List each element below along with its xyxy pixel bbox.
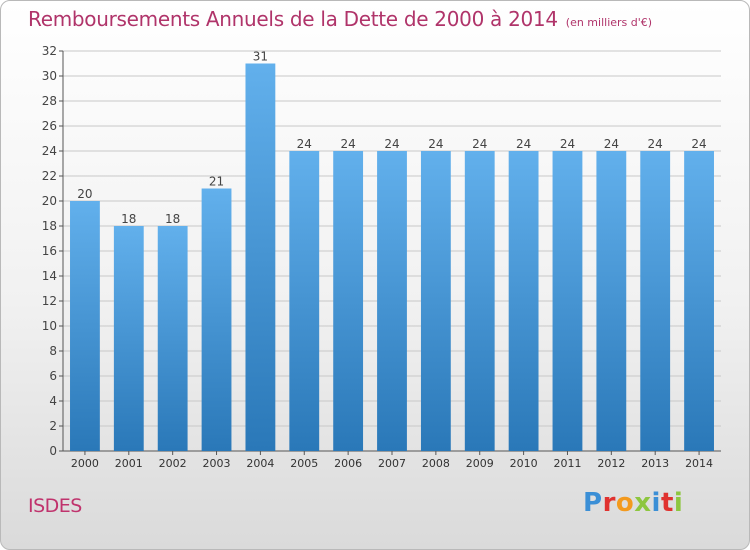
x-tick-label: 2006 [334, 457, 362, 470]
data-label: 18 [165, 212, 180, 226]
bar [596, 151, 627, 451]
chart-unit: (en milliers d'€) [565, 16, 653, 29]
x-tick-label: 2005 [290, 457, 318, 470]
y-tick-label: 2 [49, 419, 57, 433]
bar [377, 151, 407, 451]
bar [70, 201, 100, 451]
y-tick-label: 16 [42, 244, 57, 258]
bar [289, 151, 320, 451]
bar [420, 151, 451, 451]
x-tick-label: 2007 [378, 457, 406, 470]
x-tick-label: 2014 [685, 457, 713, 470]
data-label: 24 [297, 137, 312, 151]
bar [201, 188, 232, 451]
logo-letter: r [602, 488, 616, 518]
bar [113, 226, 144, 451]
bar-layer [70, 63, 714, 451]
data-label: 24 [560, 137, 575, 151]
data-label: 24 [428, 137, 443, 151]
y-tick-label: 14 [42, 269, 57, 283]
x-tick-label: 2003 [203, 457, 231, 470]
chart-title-row: Remboursements Annuels de la Dette de 20… [28, 7, 652, 31]
label-layer: 20 18 18 21 31 24 24 24 24 24 24 24 24 24 24 [77, 50, 706, 227]
y-tick-label: 22 [42, 169, 57, 183]
data-label: 24 [516, 137, 531, 151]
logo-letter: i [673, 488, 684, 518]
bar [245, 63, 276, 451]
y-tick-label: 32 [42, 44, 57, 58]
proxiti-logo: Proxiti [583, 488, 683, 518]
x-tick-label: 2000 [71, 457, 99, 470]
data-label: 31 [253, 50, 268, 64]
x-tick-label: 2012 [597, 457, 625, 470]
y-tick-label: 20 [42, 194, 57, 208]
data-label: 20 [77, 187, 92, 201]
bar [640, 151, 671, 451]
data-label: 24 [384, 137, 399, 151]
y-tick-label: 10 [42, 319, 57, 333]
data-label: 21 [209, 175, 224, 189]
bar [684, 151, 714, 451]
x-tick-label: 2011 [553, 457, 581, 470]
bar [333, 151, 364, 451]
x-tick-label: 2010 [510, 457, 538, 470]
x-tick-label: 2008 [422, 457, 450, 470]
y-tick-label: 6 [49, 369, 57, 383]
logo-letter: o [615, 488, 635, 518]
x-tick-label: 2001 [115, 457, 143, 470]
x-tick-label: 2013 [641, 457, 669, 470]
data-label: 24 [604, 137, 619, 151]
x-tick-label: 2004 [246, 457, 274, 470]
y-tick-label: 8 [49, 344, 57, 358]
bar [552, 151, 583, 451]
x-tick-label: 2009 [466, 457, 494, 470]
logo-letter: t [660, 488, 674, 518]
logo-letter: i [651, 488, 661, 518]
data-label: 24 [648, 137, 663, 151]
logo-letter: x [634, 488, 652, 518]
bar [508, 151, 539, 451]
bar [157, 226, 188, 451]
logo-letter: P [583, 488, 603, 518]
y-tick-label: 0 [49, 444, 57, 458]
chart-title: Remboursements Annuels de la Dette de 20… [28, 7, 558, 31]
y-tick-label: 26 [42, 119, 57, 133]
y-tick-label: 28 [42, 94, 57, 108]
y-tick-label: 24 [42, 144, 57, 158]
data-label: 24 [691, 137, 706, 151]
y-tick-label: 18 [42, 219, 57, 233]
x-tick-label: 2002 [159, 457, 187, 470]
y-tick-label: 12 [42, 294, 57, 308]
data-label: 24 [340, 137, 355, 151]
data-label: 18 [121, 212, 136, 226]
commune-name: ISDES [28, 495, 82, 517]
data-label: 24 [472, 137, 487, 151]
y-tick-label: 30 [42, 69, 57, 83]
bar [464, 151, 495, 451]
y-tick-label: 4 [49, 394, 57, 408]
